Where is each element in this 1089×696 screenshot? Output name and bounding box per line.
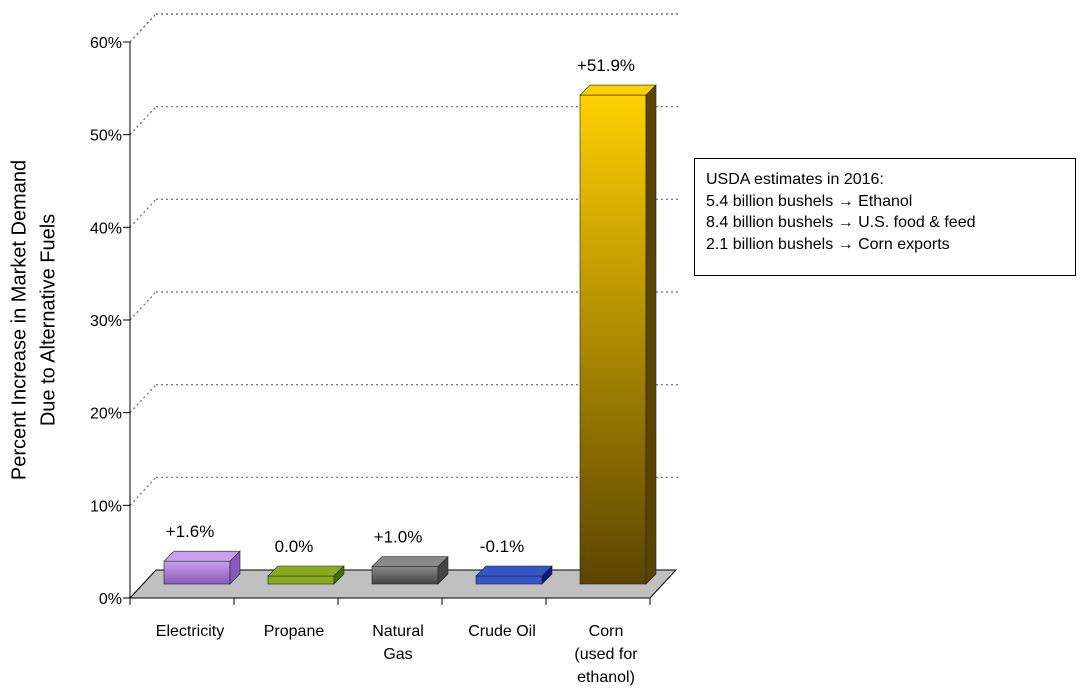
- data-label: +1.6%: [166, 522, 215, 541]
- bar-side: [333, 565, 345, 585]
- labels: Percent Increase in Market Demand Due to …: [8, 56, 638, 686]
- bar-front: [475, 575, 543, 585]
- annotation-line: 5.4 billion bushels → Ethanol: [706, 192, 913, 210]
- bar-top: [579, 84, 657, 96]
- y-axis-title: Percent Increase in Market Demand: [8, 160, 30, 480]
- bar-side: [645, 84, 657, 585]
- annotation-line: 8.4 billion bushels → U.S. food & feed: [706, 214, 976, 231]
- gridline-connector: [129, 291, 157, 321]
- x-tick-label: Crude Oil: [468, 623, 536, 640]
- axes: 0% 10% 20% 30% 40% 50% 60%: [90, 35, 651, 608]
- y-tick-label: 10%: [90, 498, 122, 515]
- gridline-connector: [129, 198, 157, 228]
- data-label: +1.0%: [374, 528, 423, 547]
- bars: [163, 84, 657, 585]
- bar: [475, 565, 553, 585]
- gridline-connector: [129, 106, 157, 136]
- bar-front: [163, 560, 231, 585]
- bar-front: [267, 575, 335, 585]
- bar: [163, 550, 241, 585]
- bar: [371, 556, 449, 585]
- bar-front: [371, 566, 439, 585]
- x-tick-label: Gas: [383, 646, 412, 663]
- usda-annotation-box: USDA estimates in 2016: 5.4 billion bush…: [694, 158, 1076, 276]
- bar-side: [229, 550, 241, 585]
- y-tick-label: 0%: [99, 591, 122, 608]
- x-tick-label: Propane: [264, 623, 325, 640]
- x-tick-label: (used for: [574, 646, 638, 663]
- x-tick-label: Corn: [589, 623, 624, 640]
- y-tick-label: 40%: [90, 220, 122, 237]
- gridline-connector: [129, 384, 157, 414]
- annotation-line: USDA estimates in 2016:: [706, 171, 884, 188]
- data-label: +51.9%: [577, 56, 635, 75]
- y-axis-title: Due to Alternative Fuels: [37, 214, 59, 426]
- y-tick-label: 30%: [90, 313, 122, 330]
- data-label: 0.0%: [275, 537, 314, 556]
- bar: [267, 565, 345, 585]
- y-tick-label: 60%: [90, 35, 122, 52]
- bar-top: [371, 556, 449, 568]
- annotation-line: 2.1 billion bushels → Corn exports: [706, 235, 950, 253]
- bar: [579, 84, 657, 585]
- bar-side: [437, 556, 449, 585]
- x-tick-label: Natural: [372, 623, 424, 640]
- x-tick-label: ethanol): [577, 669, 635, 686]
- data-label: -0.1%: [480, 537, 524, 556]
- bar-top: [267, 565, 345, 577]
- bar-top: [163, 550, 241, 562]
- gridline-connector: [129, 476, 157, 506]
- bar-side: [541, 565, 553, 585]
- x-tick-label: Electricity: [156, 623, 224, 640]
- y-tick-label: 50%: [90, 128, 122, 145]
- bar-top: [475, 565, 553, 577]
- gridline-connector: [129, 13, 157, 43]
- bar-front: [579, 94, 647, 585]
- y-tick-label: 20%: [90, 406, 122, 423]
